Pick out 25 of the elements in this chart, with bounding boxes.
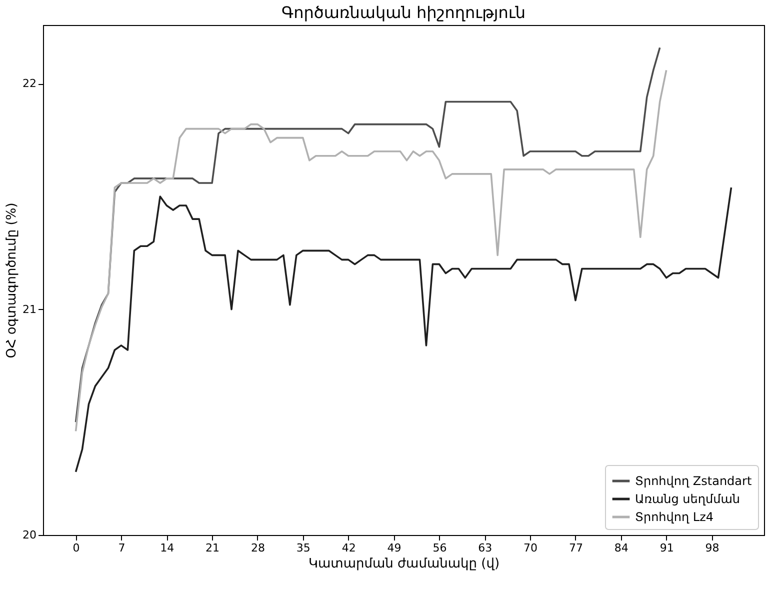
y-tick-label: 21	[22, 302, 36, 316]
x-tick-label: 70	[524, 542, 538, 554]
legend-label: Տրոհվող Lz4	[635, 510, 714, 524]
x-tick-label: 84	[614, 542, 628, 554]
x-tick-label: 91	[660, 542, 674, 554]
x-tick-label: 56	[432, 542, 447, 554]
x-tick-label: 63	[478, 542, 492, 554]
x-tick-label: 28	[250, 542, 265, 554]
x-tick-label: 49	[387, 542, 402, 554]
x-tick-label: 77	[568, 542, 583, 554]
y-axis-title: ՕՀ օգտագործումը (%)	[4, 202, 20, 358]
line-series	[74, 186, 732, 473]
x-tick-label: 98	[705, 542, 720, 554]
chart-title: Գործառնական հիշողություն	[282, 3, 526, 22]
legend-label: Տրոհվող Zstandart	[635, 474, 752, 488]
x-tick-label: 14	[160, 542, 174, 554]
x-tick-label: 21	[206, 542, 220, 554]
y-tick-label: 20	[22, 528, 36, 542]
x-axis-title: Կատարման ժամանակը (վ)	[308, 556, 500, 572]
x-tick-label: 42	[342, 542, 356, 554]
x-tick-label: 35	[296, 542, 310, 554]
legend-label: Առանց սեղմման	[635, 492, 740, 506]
x-tick-label: 0	[72, 542, 80, 554]
y-tick-label: 22	[22, 77, 36, 90]
x-tick-label: 7	[118, 542, 126, 554]
